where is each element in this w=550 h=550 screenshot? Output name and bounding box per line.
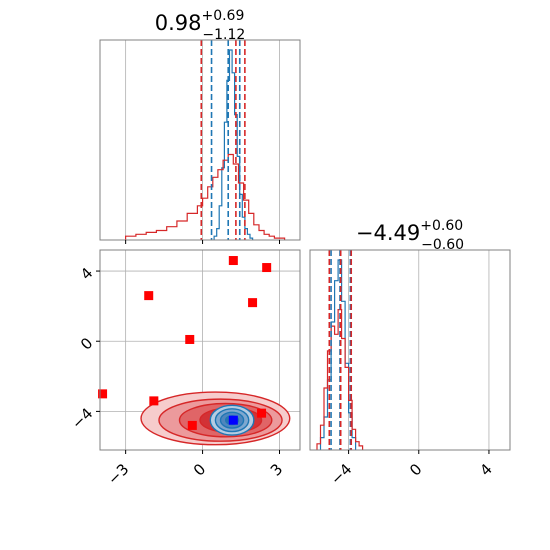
data-point (185, 334, 195, 344)
histogram-y-title-upper: +0.60 (420, 218, 463, 234)
histogram-y-title: −4.49+0.60 −0.60 (356, 218, 464, 253)
histogram-panel-x: 0.98+0.69 −1.12 (99, 8, 301, 244)
histogram-x-title-value: 0.98 (155, 11, 202, 35)
x-tick-label: 3 (267, 460, 286, 479)
data-point (262, 263, 272, 273)
x-tick-label: −3 (104, 460, 132, 488)
y-tick-label: −4 (68, 404, 96, 432)
y-tick-label: 0 (77, 334, 96, 353)
data-point (144, 291, 154, 301)
scatter-panel-xy: −3 0 3 4 0 −4 (68, 249, 301, 488)
scatter-frame (99, 249, 301, 451)
histogram-red-line (125, 153, 286, 240)
histogram-panel-y: −4 0 4 −4.49+0.60 −0.60 (309, 218, 511, 488)
data-point (228, 256, 238, 266)
x-tick-label: −4 (327, 460, 355, 488)
histogram-x-title-lower: −1.12 (202, 27, 245, 43)
data-point (248, 298, 258, 308)
histogram-x-frame (99, 39, 301, 241)
histogram-y-title-value: −4.49 (356, 221, 420, 245)
histogram-y-frame (309, 249, 511, 451)
truth-marker (228, 415, 238, 425)
histogram-y-title-lower: −0.60 (421, 237, 464, 253)
data-point (257, 408, 267, 418)
histogram-x-title-upper: +0.69 (201, 8, 244, 24)
histogram-blue-line (213, 49, 254, 240)
data-point (187, 420, 197, 430)
x-tick-label: 0 (190, 460, 209, 479)
y-tick-label: 4 (77, 264, 96, 283)
x-tick-label: 4 (476, 460, 495, 479)
data-point (149, 396, 159, 406)
histogram-x-title: 0.98+0.69 −1.12 (155, 8, 246, 43)
data-point (98, 389, 108, 399)
x-tick-label: 0 (406, 460, 425, 479)
